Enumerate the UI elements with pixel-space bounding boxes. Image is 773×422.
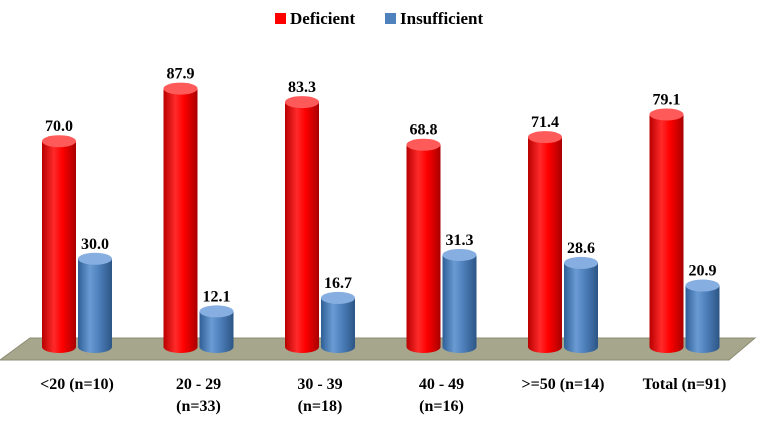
legend-label-insufficient: Insufficient [400,9,483,28]
legend-swatch-insufficient [385,13,396,24]
category-label-0: <20 (n=10) [40,376,114,393]
bar-insufficient-1 [199,305,234,353]
value-label-deficient-0: 70.0 [45,118,73,135]
value-label-insufficient-3: 31.3 [446,232,474,249]
bar-insufficient-3 [442,248,477,353]
bar-deficient-2 [285,96,319,354]
category-label-4: >=50 (n=14) [522,376,605,393]
category-label-1-line1: (n=33) [176,398,221,415]
value-label-deficient-2: 83.3 [288,79,316,96]
bar-insufficient-0 [78,252,112,353]
category-label-3-line1: (n=16) [419,398,464,415]
bar-deficient-0 [42,135,76,353]
category-labels-group: <20 (n=10) 20 - 29 (n=33) 30 - 39 (n=18) 40 -… [40,376,726,415]
legend-item-insufficient: Insufficient [385,9,483,28]
bar-deficient-5 [649,108,684,353]
value-label-deficient-5: 79.1 [653,91,681,108]
value-label-deficient-3: 68.8 [410,122,438,139]
value-label-insufficient-2: 16.7 [324,275,352,292]
category-label-2-line1: (n=18) [298,398,343,415]
value-label-deficient-4: 71.4 [531,114,559,131]
bar-insufficient-5 [685,279,720,353]
value-label-insufficient-0: 30.0 [81,236,109,253]
category-label-1-line0: 20 - 29 [176,376,221,393]
legend-swatch-deficient [275,13,286,24]
category-label-2-line0: 30 - 39 [297,376,342,393]
value-label-insufficient-1: 12.1 [203,288,231,305]
chart-floor [0,337,757,361]
bar-deficient-3 [406,138,441,353]
bar-deficient-1 [163,82,198,353]
category-label-5: Total (n=91) [643,376,727,393]
category-label-3-line0: 40 - 49 [419,376,464,393]
legend: Deficient Insufficient [275,9,483,28]
bar-insufficient-2 [321,291,355,353]
legend-label-deficient: Deficient [290,9,355,28]
legend-item-deficient: Deficient [275,9,355,28]
bar-deficient-4 [528,131,562,353]
bars-group [42,82,720,354]
value-labels-group: 70.0 30.0 87.9 12.1 83.3 16.7 68.8 31.3 71.4 28.6… [45,66,717,306]
value-label-insufficient-5: 20.9 [689,263,717,280]
value-label-deficient-1: 87.9 [167,66,195,83]
bar-insufficient-4 [564,256,598,353]
value-label-insufficient-4: 28.6 [567,240,595,257]
